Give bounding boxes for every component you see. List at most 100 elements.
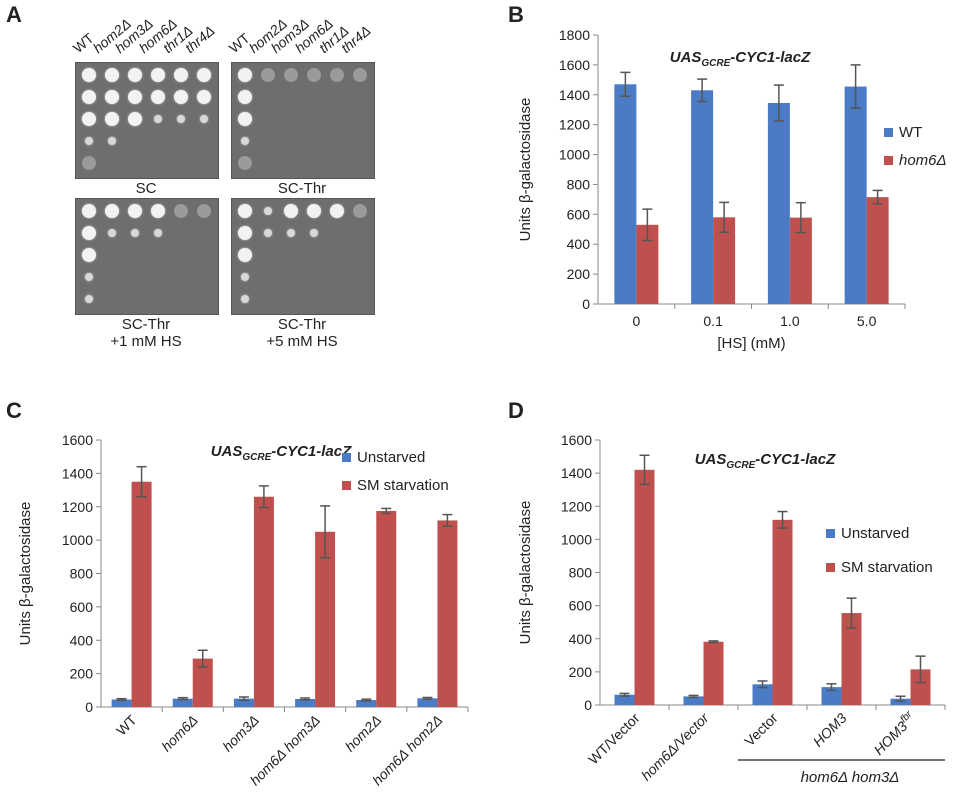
y-axis-label: Units β-galactosidase [517, 501, 534, 645]
colony-spot [151, 204, 165, 218]
y-tick-label: 1200 [561, 498, 592, 514]
colony-spot [238, 248, 252, 262]
colony-spot [241, 273, 249, 281]
colony-spot [82, 204, 96, 218]
chart-title: UASGCRE-CYC1-lacZ [211, 443, 352, 463]
bar-unstarved [295, 698, 316, 707]
x-tick-label: 5.0 [857, 313, 877, 329]
y-tick-label: 1000 [561, 531, 592, 547]
y-tick-label: 1800 [559, 27, 590, 43]
bar-sm-starvation [841, 613, 862, 705]
x-tick-label: Vector [741, 710, 781, 750]
y-tick-label: 1400 [62, 465, 93, 481]
chart-title: UASGCRE-CYC1-lacZ [670, 49, 811, 69]
colony-spot [151, 68, 165, 82]
y-tick-label: 0 [582, 296, 590, 312]
colony-spot [284, 68, 298, 82]
group-label: hom6Δ hom3Δ [801, 769, 900, 786]
colony-spot [238, 156, 252, 170]
colony-spot [330, 68, 344, 82]
colony-spot [85, 295, 93, 303]
colony-spot [105, 204, 119, 218]
y-tick-label: 800 [569, 565, 593, 581]
colony-spot [128, 204, 142, 218]
chart-panel-d: 0 200 400 600 800 1000 1200 1400 1600 Units β-gal… [517, 432, 946, 786]
y-tick-label: 200 [569, 664, 593, 680]
x-axis-label: [HS] (mM) [717, 335, 785, 352]
bar-sm-starvation [910, 669, 931, 705]
colony-spot [197, 90, 211, 104]
bar-sm-starvation [192, 658, 213, 707]
colony-spot [82, 112, 96, 126]
bar-wt [614, 84, 637, 304]
bar-unstarved [233, 698, 254, 707]
colony-spot [105, 112, 119, 126]
bar-sm-starvation [634, 469, 655, 705]
y-tick-label: 1400 [559, 87, 590, 103]
legend-label: WT [899, 124, 922, 141]
y-tick-label: 1200 [559, 117, 590, 133]
y-tick-label: 400 [70, 632, 94, 648]
colony-spot [154, 115, 162, 123]
y-tick-label: 600 [70, 599, 94, 615]
y-tick-label: 400 [567, 236, 591, 252]
y-tick-label: 1600 [561, 432, 592, 448]
x-tick-label: HOM3 [810, 710, 850, 750]
colony-spot [238, 112, 252, 126]
bar-sm-starvation [437, 520, 458, 707]
bar-sm-starvation [772, 519, 793, 705]
colony-spot [241, 137, 249, 145]
x-tick-label: hom3Δ [219, 712, 262, 755]
colony-spot [307, 204, 321, 218]
y-tick-label: 1600 [559, 57, 590, 73]
chart-title: UASGCRE-CYC1-lacZ [695, 451, 836, 471]
colony-spot [128, 90, 142, 104]
y-tick-label: 200 [567, 266, 591, 282]
plate-label-sc: SC [135, 180, 157, 197]
bar-hom6δ [789, 217, 812, 304]
x-tick-label: hom6Δ [158, 712, 201, 755]
colony-spot [197, 204, 211, 218]
colony-spot [82, 226, 96, 240]
colony-spot [310, 229, 318, 237]
bar-hom6δ [713, 217, 736, 304]
bar-unstarved [614, 694, 635, 705]
panel-letter-c: C [6, 398, 22, 423]
legend-swatch [884, 156, 893, 165]
x-tick-label: hom2Δ [342, 712, 385, 755]
chart-panel-c: 0 200 400 600 800 1000 1200 1400 1600 Units β-gal… [17, 432, 469, 788]
x-tick-label: 0 [632, 313, 640, 329]
y-tick-label: 800 [567, 176, 591, 192]
colony-spot [264, 229, 272, 237]
legend-swatch [826, 563, 835, 572]
colony-spot [284, 204, 298, 218]
legend-swatch [342, 481, 351, 490]
bar-wt [767, 102, 790, 304]
y-axis-label: Units β-galactosidase [517, 98, 534, 242]
colony-spot [353, 68, 367, 82]
x-tick-label: HOM3fbr [870, 709, 919, 758]
panel-letter-a: A [6, 2, 22, 27]
legend-label: hom6Δ [899, 152, 947, 169]
panel-letter-b: B [508, 2, 524, 27]
colony-spot [108, 229, 116, 237]
colony-spot [353, 204, 367, 218]
colony-spot [238, 68, 252, 82]
colony-spot [128, 68, 142, 82]
y-tick-label: 1000 [559, 147, 590, 163]
bar-wt [691, 90, 714, 305]
bar-unstarved [821, 687, 842, 705]
x-tick-label: 0.1 [703, 313, 723, 329]
colony-spot [85, 273, 93, 281]
bar-sm-starvation [315, 531, 336, 707]
legend-label: Unstarved [841, 525, 909, 542]
bar-sm-starvation [131, 481, 152, 707]
bar-sm-starvation [253, 496, 274, 707]
x-tick-label: 1.0 [780, 313, 800, 329]
colony-spot [241, 295, 249, 303]
colony-spot [238, 90, 252, 104]
plate-sc-thr-1mm-hs [75, 198, 219, 315]
colony-spot [261, 68, 275, 82]
colony-spot [264, 207, 272, 215]
legend-label: SM starvation [357, 477, 449, 494]
